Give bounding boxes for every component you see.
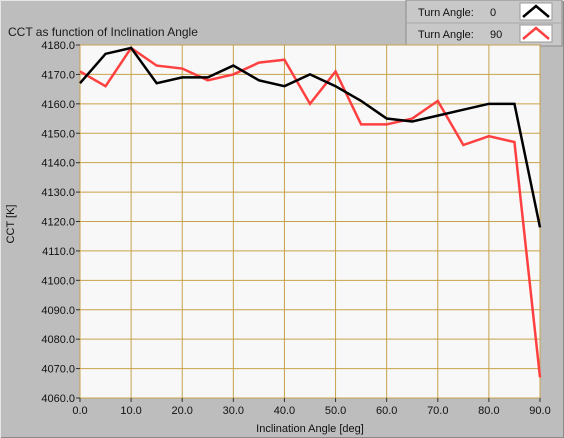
x-tick-label: 10.0 (120, 405, 141, 417)
legend-swatch-0[interactable] (519, 2, 553, 21)
y-tick-label: 4060.0 (41, 393, 75, 405)
y-tick-label: 4180.0 (41, 40, 75, 52)
legend-label-1: Turn Angle: (418, 29, 474, 41)
x-tick-label: 60.0 (376, 405, 397, 417)
y-tick-label: 4140.0 (41, 158, 75, 170)
y-tick-label: 4100.0 (41, 275, 75, 287)
y-tick-label: 4150.0 (41, 128, 75, 140)
x-tick-label: 80.0 (478, 405, 499, 417)
series-line-turn-0 (79, 46, 542, 228)
y-axis-label: CCT [K] (5, 205, 17, 244)
legend-label-0: Turn Angle: (418, 7, 474, 19)
legend-value-1: 90 (490, 29, 502, 41)
y-tick-label: 4070.0 (41, 364, 75, 376)
legend-swatch-1[interactable] (519, 24, 553, 43)
x-tick-label: 70.0 (427, 405, 448, 417)
chart-title: CCT as function of Inclination Angle (8, 25, 198, 39)
series-line-turn-90 (79, 46, 542, 378)
x-tick-label: 0.0 (72, 405, 87, 417)
x-tick-label: 30.0 (223, 405, 244, 417)
x-tick-label: 50.0 (325, 405, 346, 417)
y-tick-label: 4160.0 (41, 99, 75, 111)
x-axis: 0.0 10.0 20.0 30.0 40.0 50.0 60.0 70.0 80.0 90.0 (72, 398, 551, 417)
series-layer (79, 46, 542, 378)
x-tick-label: 90.0 (529, 405, 550, 417)
legend-line-0 (522, 4, 550, 18)
x-axis-label: Inclination Angle [deg] (256, 423, 364, 435)
y-tick-label: 4110.0 (42, 246, 75, 258)
y-tick-label: 4130.0 (41, 187, 75, 199)
x-tick-label: 20.0 (172, 405, 193, 417)
y-axis: 4060.0 4070.0 4080.0 4090.0 4100.0 4110.0 4120… (41, 40, 80, 405)
x-tick-label: 40.0 (274, 405, 295, 417)
legend: Turn Angle: 0 Turn Angle: 90 (405, 0, 563, 47)
y-tick-label: 4170.0 (41, 69, 75, 81)
y-tick-label: 4120.0 (41, 217, 75, 229)
legend-value-0: 0 (490, 7, 496, 19)
y-tick-label: 4090.0 (41, 305, 75, 317)
legend-line-1 (522, 26, 550, 40)
y-tick-label: 4080.0 (41, 334, 75, 346)
